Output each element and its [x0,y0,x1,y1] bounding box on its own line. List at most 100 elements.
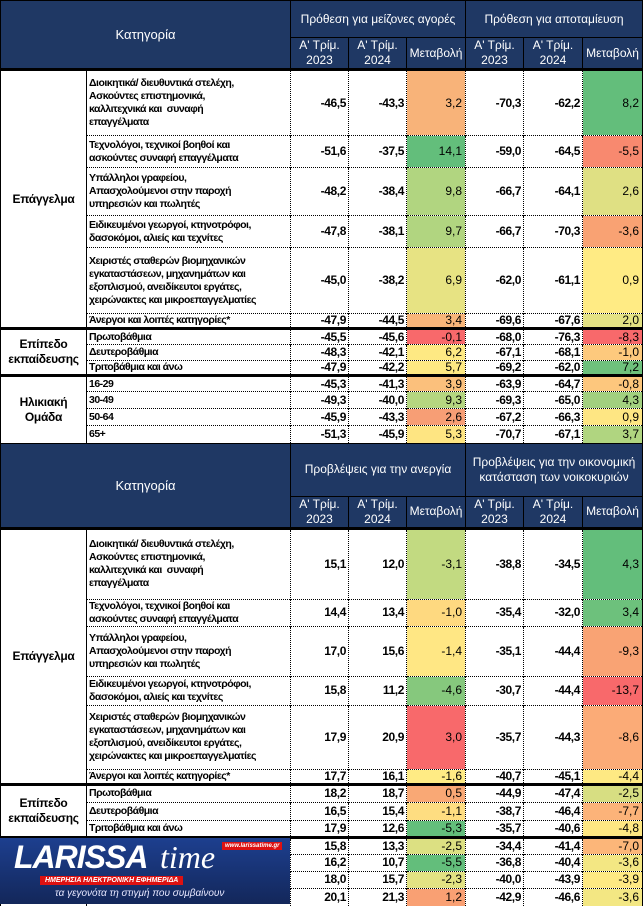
row-label: Πρωτοβάθμια [87,784,291,802]
group-label: Επίπεδο εκπαίδευσης [1,329,87,376]
table-row: Τεχνολόγοι, τεχνικοί βοηθοί και ασκούντε… [1,136,643,168]
value-cell: -43,3 [349,409,407,426]
change-cell: 1,2 [407,888,466,906]
row-label: Τριτοβάθμια και άνω [87,820,291,837]
value-cell: -47,9 [291,361,349,376]
value-cell: -45,1 [524,769,583,784]
header-change: Μεταβολή [583,496,643,528]
row-label: Ειδικευμένοι γεωργοί, κτηνοτρόφοι, δασοκ… [87,216,291,248]
change-cell: -7,7 [583,802,643,820]
change-cell: 9,8 [407,168,466,216]
value-cell: -35,7 [466,820,524,837]
table-row: Χειριστές σταθερών βιομηχανικών εγκαταστ… [1,705,643,769]
row-label: Δευτεροβάθμια [87,345,291,361]
value-cell: -46,5 [291,70,349,136]
value-cell: -51,6 [291,136,349,168]
value-cell: -42,1 [349,345,407,361]
value-cell: -40,7 [466,769,524,784]
value-cell: -38,1 [349,216,407,248]
value-cell: -40,6 [524,820,583,837]
value-cell: 18,0 [291,871,349,888]
header-q2024: Α' Τρίμ. 2024 [524,38,583,70]
change-cell: -3,1 [407,528,466,599]
header-q2024: Α' Τρίμ. 2024 [524,496,583,528]
change-cell: 4,3 [583,528,643,599]
change-cell: -3,9 [583,871,643,888]
change-cell: -4,6 [407,676,466,705]
value-cell: -61,1 [524,248,583,314]
header-category: Κατηγορία [1,1,291,70]
change-cell: 9,3 [407,392,466,409]
change-cell: -1,1 [407,802,466,820]
value-cell: -59,0 [466,136,524,168]
value-cell: -41,3 [349,376,407,392]
value-cell: 16,2 [291,854,349,871]
value-cell: -45,9 [291,409,349,426]
value-cell: -70,3 [524,216,583,248]
value-cell: -42,2 [349,361,407,376]
value-cell: -37,5 [349,136,407,168]
header-group-2: Προβλέψεις για την οικονομική κατάσταση … [466,443,643,496]
change-cell: 5,3 [407,426,466,443]
value-cell: -49,3 [291,392,349,409]
change-cell: 6,2 [407,345,466,361]
row-label: 16-29 [87,376,291,392]
row-label: Τεχνολόγοι, τεχνικοί βοηθοί και ασκούντε… [87,136,291,168]
table-1: Κατηγορία Πρόθεση για μείζονες αγορές Πρ… [0,0,643,443]
value-cell: 16,5 [291,802,349,820]
value-cell: -62,0 [524,361,583,376]
value-cell: 20,1 [291,888,349,906]
value-cell: -45,0 [291,248,349,314]
header-category: Κατηγορία [1,443,291,528]
change-cell: -1,0 [407,599,466,626]
table-row: Άνεργοι και λοιπές κατηγορίες*-47,9-44,5… [1,314,643,329]
change-cell: 7,2 [583,361,643,376]
header-group-1: Προβλέψεις για την ανεργία [291,443,466,496]
value-cell: -40,4 [524,854,583,871]
row-label: 50-64 [87,409,291,426]
change-cell: -1,4 [407,626,466,676]
value-cell: -43,9 [524,871,583,888]
header-q2023: Α' Τρίμ. 2023 [466,38,524,70]
change-cell: 9,7 [407,216,466,248]
value-cell: -45,9 [349,426,407,443]
change-cell: 14,1 [407,136,466,168]
value-cell: -46,4 [524,802,583,820]
value-cell: -38,4 [349,168,407,216]
value-cell: -44,4 [524,626,583,676]
header-q2024: Α' Τρίμ. 2024 [349,38,407,70]
change-cell: -5,5 [583,136,643,168]
header-group-2: Πρόθεση για αποταμίευση [466,1,643,38]
change-cell: -7,0 [583,837,643,854]
change-cell: -8,6 [583,705,643,769]
value-cell: -63,9 [466,376,524,392]
value-cell: 14,4 [291,599,349,626]
value-cell: -30,7 [466,676,524,705]
change-cell: -3,6 [583,854,643,871]
header-change: Μεταβολή [583,38,643,70]
value-cell: 18,7 [349,784,407,802]
change-cell: -3,6 [583,216,643,248]
change-cell: -8,3 [583,329,643,345]
row-label: Υπάλληλοι γραφείου, Απασχολούμενοι στην … [87,626,291,676]
value-cell: -76,3 [524,329,583,345]
value-cell: -67,6 [524,314,583,329]
value-cell: -69,2 [466,361,524,376]
value-cell: -43,3 [349,70,407,136]
header-q2023: Α' Τρίμ. 2023 [466,496,524,528]
value-cell: 13,3 [349,837,407,854]
value-cell: -44,9 [466,784,524,802]
change-cell: -5,3 [407,820,466,837]
row-label: Άνεργοι και λοιπές κατηγορίες* [87,314,291,329]
group-label: Ηλικιακή Ομάδα [1,376,87,443]
value-cell: -35,7 [466,705,524,769]
value-cell: 11,2 [349,676,407,705]
value-cell: -42,9 [466,888,524,906]
value-cell: 15,7 [349,871,407,888]
